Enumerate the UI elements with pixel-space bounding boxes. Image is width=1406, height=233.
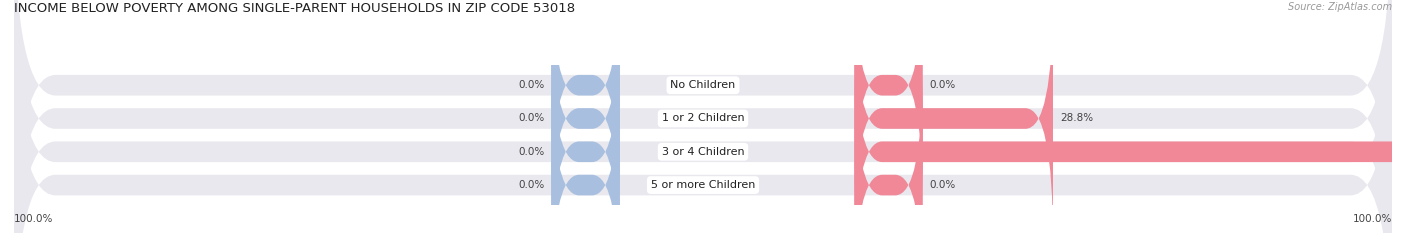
- Text: 3 or 4 Children: 3 or 4 Children: [662, 147, 744, 157]
- Text: 1 or 2 Children: 1 or 2 Children: [662, 113, 744, 123]
- FancyBboxPatch shape: [551, 29, 620, 233]
- FancyBboxPatch shape: [551, 62, 620, 233]
- Text: 0.0%: 0.0%: [519, 80, 544, 90]
- FancyBboxPatch shape: [14, 0, 1392, 233]
- Text: 28.8%: 28.8%: [1060, 113, 1092, 123]
- Text: 0.0%: 0.0%: [519, 180, 544, 190]
- Text: No Children: No Children: [671, 80, 735, 90]
- Text: 0.0%: 0.0%: [519, 113, 544, 123]
- FancyBboxPatch shape: [855, 0, 1053, 233]
- FancyBboxPatch shape: [14, 0, 1392, 233]
- FancyBboxPatch shape: [855, 29, 1406, 233]
- Text: 0.0%: 0.0%: [929, 80, 956, 90]
- FancyBboxPatch shape: [14, 0, 1392, 233]
- FancyBboxPatch shape: [855, 0, 922, 208]
- Text: 100.0%: 100.0%: [1353, 214, 1392, 224]
- FancyBboxPatch shape: [14, 0, 1392, 233]
- Text: 0.0%: 0.0%: [929, 180, 956, 190]
- Text: Source: ZipAtlas.com: Source: ZipAtlas.com: [1288, 2, 1392, 12]
- FancyBboxPatch shape: [551, 0, 620, 233]
- Text: 100.0%: 100.0%: [14, 214, 53, 224]
- FancyBboxPatch shape: [551, 0, 620, 208]
- FancyBboxPatch shape: [855, 62, 922, 233]
- Text: 5 or more Children: 5 or more Children: [651, 180, 755, 190]
- Text: 0.0%: 0.0%: [519, 147, 544, 157]
- Text: INCOME BELOW POVERTY AMONG SINGLE-PARENT HOUSEHOLDS IN ZIP CODE 53018: INCOME BELOW POVERTY AMONG SINGLE-PARENT…: [14, 2, 575, 15]
